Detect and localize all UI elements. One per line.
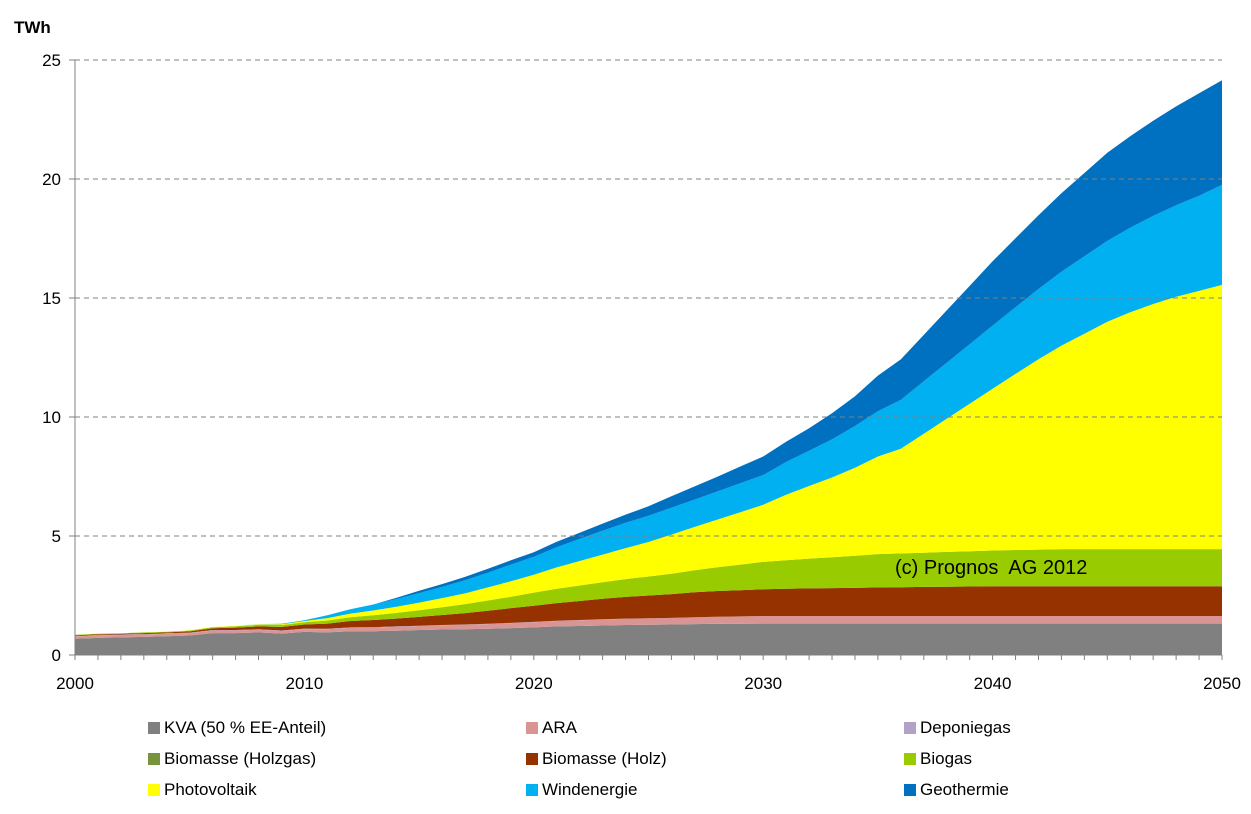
y-tick-label-4: 20 <box>42 170 61 189</box>
legend-row: KVA (50 % EE-Anteil) ARA Deponiegas <box>148 712 1208 743</box>
x-tick-label-5: 2050 <box>1203 674 1241 693</box>
legend-item: Biomasse (Holzgas) <box>148 749 526 769</box>
legend-item: Geothermie <box>904 780 1204 800</box>
legend-label: Biogas <box>920 748 972 768</box>
y-tick-label-1: 5 <box>52 527 61 546</box>
legend-swatch <box>148 783 160 796</box>
y-axis-label: TWh <box>14 18 51 37</box>
legend-label: ARA <box>542 717 577 737</box>
legend-row: Photovoltaik Windenergie Geothermie <box>148 774 1208 805</box>
legend-label: Biomasse (Holz) <box>542 748 667 768</box>
area-series-0 <box>75 623 1222 655</box>
legend-item: Windenergie <box>526 780 904 800</box>
legend-row: Biomasse (Holzgas) Biomasse (Holz) Biogas <box>148 743 1208 774</box>
legend-label: Biomasse (Holzgas) <box>164 748 317 768</box>
legend-item: ARA <box>526 718 904 738</box>
legend-item: Deponiegas <box>904 718 1204 738</box>
legend-swatch <box>148 752 160 765</box>
legend-item: Biomasse (Holz) <box>526 749 904 769</box>
x-tick-label-2: 2020 <box>515 674 553 693</box>
x-tick-label-1: 2010 <box>285 674 323 693</box>
legend-swatch <box>904 783 916 796</box>
y-tick-label-5: 25 <box>42 51 61 70</box>
legend-label: Windenergie <box>542 779 638 799</box>
area-series-1 <box>75 616 1222 639</box>
legend-label: Geothermie <box>920 779 1009 799</box>
legend-item: KVA (50 % EE-Anteil) <box>148 718 526 738</box>
chart-legend: KVA (50 % EE-Anteil) ARA Deponiegas Biomass… <box>148 712 1208 805</box>
area-series-6 <box>75 284 1222 635</box>
stacked-area-chart: 0 5 10 15 20 25 2000 2010 2020 2030 2040 2050 TWh <box>14 18 1241 693</box>
legend-swatch <box>904 721 916 734</box>
area-series-5 <box>75 549 1222 636</box>
x-tick-label-4: 2040 <box>974 674 1012 693</box>
legend-swatch <box>526 752 538 765</box>
legend-label: KVA (50 % EE-Anteil) <box>164 717 327 737</box>
legend-label: Deponiegas <box>920 717 1011 737</box>
legend-item: Photovoltaik <box>148 780 526 800</box>
legend-swatch <box>526 721 538 734</box>
y-tick-label-3: 15 <box>42 289 61 308</box>
x-tick-label-3: 2030 <box>744 674 782 693</box>
copyright-annotation: (c) Prognos AG 2012 <box>895 557 1088 579</box>
y-tick-label-0: 0 <box>52 646 61 665</box>
area-series-4 <box>75 586 1222 636</box>
legend-label: Photovoltaik <box>164 779 257 799</box>
y-tick-label-2: 10 <box>42 408 61 427</box>
legend-swatch <box>904 752 916 765</box>
legend-swatch <box>526 783 538 796</box>
x-tick-label-0: 2000 <box>56 674 94 693</box>
legend-item: Biogas <box>904 749 1204 769</box>
legend-swatch <box>148 721 160 734</box>
